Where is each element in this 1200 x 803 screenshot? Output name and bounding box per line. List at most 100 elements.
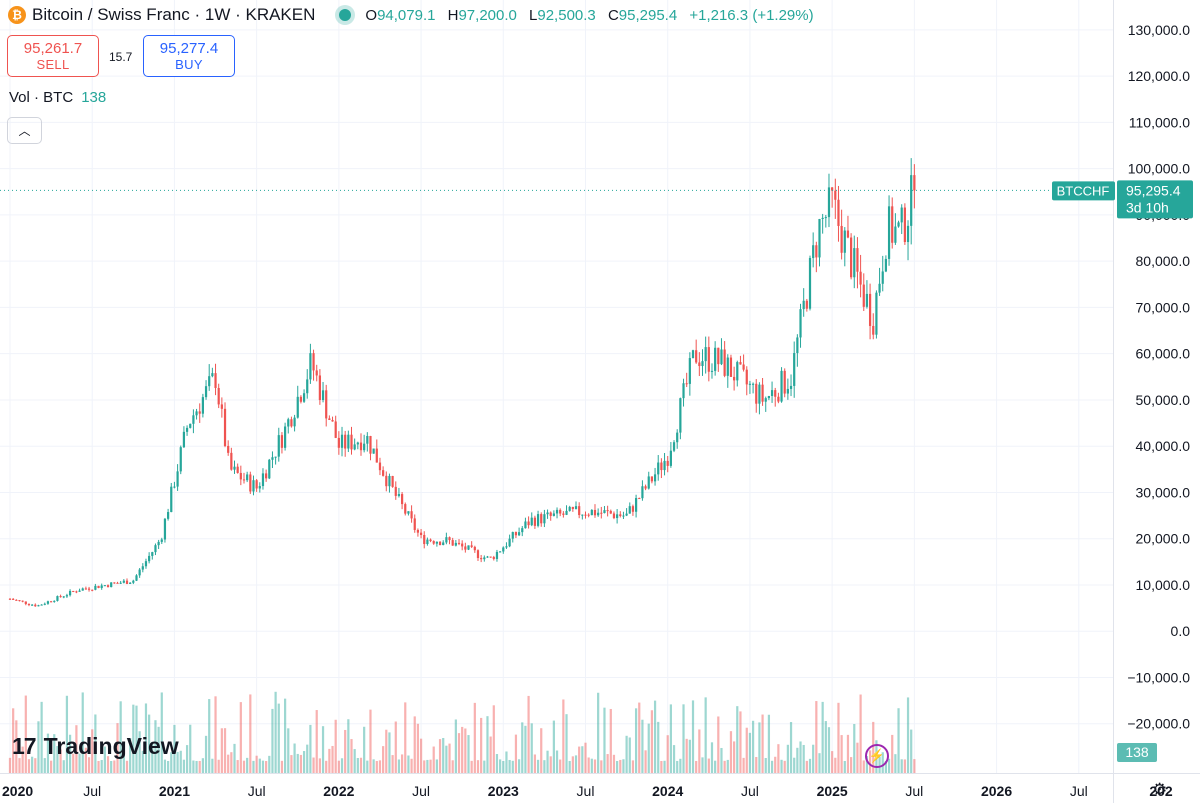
- candle-body: [729, 357, 733, 377]
- volume-bar: [293, 743, 296, 773]
- candle-body: [859, 271, 862, 285]
- candle-body: [682, 383, 685, 399]
- volume-bar: [641, 719, 644, 773]
- volume-bar: [663, 760, 666, 773]
- volume-bar: [113, 760, 116, 773]
- candle-body: [208, 376, 211, 387]
- candle-body: [227, 445, 230, 453]
- volume-bar: [710, 742, 714, 773]
- time-axis[interactable]: 2020 Jul 2021 Jul 2022 Jul 2023 Jul 2024 Jul 2025 J…: [0, 773, 1200, 800]
- candle-body: [12, 598, 15, 600]
- candle-body: [43, 603, 46, 605]
- volume-bar: [347, 719, 350, 773]
- candle-body: [726, 357, 729, 376]
- candle-body: [739, 362, 742, 365]
- candle-body: [274, 456, 277, 458]
- volume-bar: [619, 759, 622, 773]
- volume-bar: [385, 729, 388, 773]
- candle-body: [508, 538, 511, 547]
- volume-bar: [416, 723, 420, 773]
- candle-body: [448, 537, 451, 541]
- volume-bar: [900, 759, 903, 773]
- volume-bar: [236, 760, 239, 773]
- candle-body: [217, 387, 220, 405]
- volume-bar: [736, 706, 739, 773]
- volume-bar: [831, 751, 834, 773]
- volume-bar: [824, 721, 827, 773]
- candle-body: [660, 462, 663, 471]
- candle-body: [321, 390, 325, 400]
- volume-bar: [369, 709, 372, 773]
- candle-body: [600, 512, 603, 514]
- price-tick-label: 0.0: [1171, 623, 1191, 639]
- candle-body: [192, 415, 195, 424]
- candle-body: [59, 596, 62, 598]
- candle-body: [609, 510, 612, 514]
- candle-body: [666, 460, 669, 466]
- sell-button[interactable]: 95,261.7 SELL: [7, 35, 99, 77]
- candle-body: [353, 444, 356, 450]
- candle-body: [129, 582, 132, 584]
- candle-body: [21, 600, 24, 602]
- candle-body: [312, 353, 315, 371]
- volume-bar: [309, 724, 312, 773]
- candle-body: [495, 551, 499, 559]
- volume-bar: [157, 726, 160, 773]
- candle-body: [562, 513, 565, 515]
- volume-bar: [283, 698, 287, 773]
- symbol-title[interactable]: Bitcoin / Swiss Franc · 1W · KRAKEN: [32, 5, 316, 24]
- volume-bar: [903, 759, 906, 773]
- volume-bar: [729, 731, 733, 773]
- volume-bar: [274, 691, 277, 773]
- volume-bar: [707, 758, 710, 773]
- volume-bar: [533, 754, 537, 773]
- volume-bar: [552, 720, 555, 773]
- volume-bar: [489, 736, 492, 773]
- volume-bar: [856, 742, 859, 773]
- volume-bar: [609, 708, 612, 773]
- candle-body: [764, 398, 767, 402]
- candle-body: [631, 506, 635, 512]
- volume-bar: [37, 721, 40, 773]
- price-axis[interactable]: 130,000.0120,000.0110,000.0100,000.090,0…: [1113, 0, 1191, 803]
- candle-body: [299, 396, 303, 402]
- buy-button[interactable]: 95,277.4 BUY: [143, 35, 235, 77]
- candle-body: [65, 595, 69, 597]
- candle-body: [15, 599, 18, 601]
- candle-body: [827, 187, 831, 218]
- volume-bar: [189, 724, 192, 773]
- volume-bar: [394, 721, 397, 773]
- candle-body: [239, 472, 242, 480]
- candle-body: [451, 540, 454, 546]
- volume-bar: [192, 760, 195, 773]
- candle-body: [375, 448, 378, 463]
- volume-bar: [593, 759, 597, 773]
- candle-body: [688, 358, 691, 384]
- candle-body: [679, 398, 682, 433]
- market-status-dot[interactable]: [339, 9, 352, 21]
- candle-body: [524, 521, 527, 529]
- lightning-icon[interactable]: ⚡: [865, 744, 889, 768]
- volume-bar: [375, 760, 378, 773]
- candle-body: [163, 518, 167, 540]
- time-tick-label: 2023: [488, 783, 519, 799]
- volume-bar: [717, 716, 720, 773]
- volume-bar: [306, 744, 309, 773]
- candle-body: [94, 585, 97, 590]
- volume-bar: [714, 760, 717, 773]
- volume-bar: [144, 703, 148, 773]
- candle-body: [733, 376, 736, 381]
- volume-bar: [562, 699, 565, 773]
- volume-bar: [258, 758, 261, 773]
- candle-body: [527, 521, 530, 526]
- volume-bar: [271, 708, 274, 773]
- candle-body: [606, 510, 609, 512]
- collapse-legend-button[interactable]: ︿: [7, 117, 42, 144]
- volume-bar: [350, 739, 353, 773]
- gear-icon[interactable]: ⚙: [1152, 780, 1168, 799]
- candle-body: [337, 437, 340, 448]
- price-tick-label: 110,000.0: [1129, 114, 1190, 130]
- time-tick-label: 2026: [981, 783, 1012, 799]
- tradingview-logo[interactable]: 17 TradingView: [12, 733, 179, 760]
